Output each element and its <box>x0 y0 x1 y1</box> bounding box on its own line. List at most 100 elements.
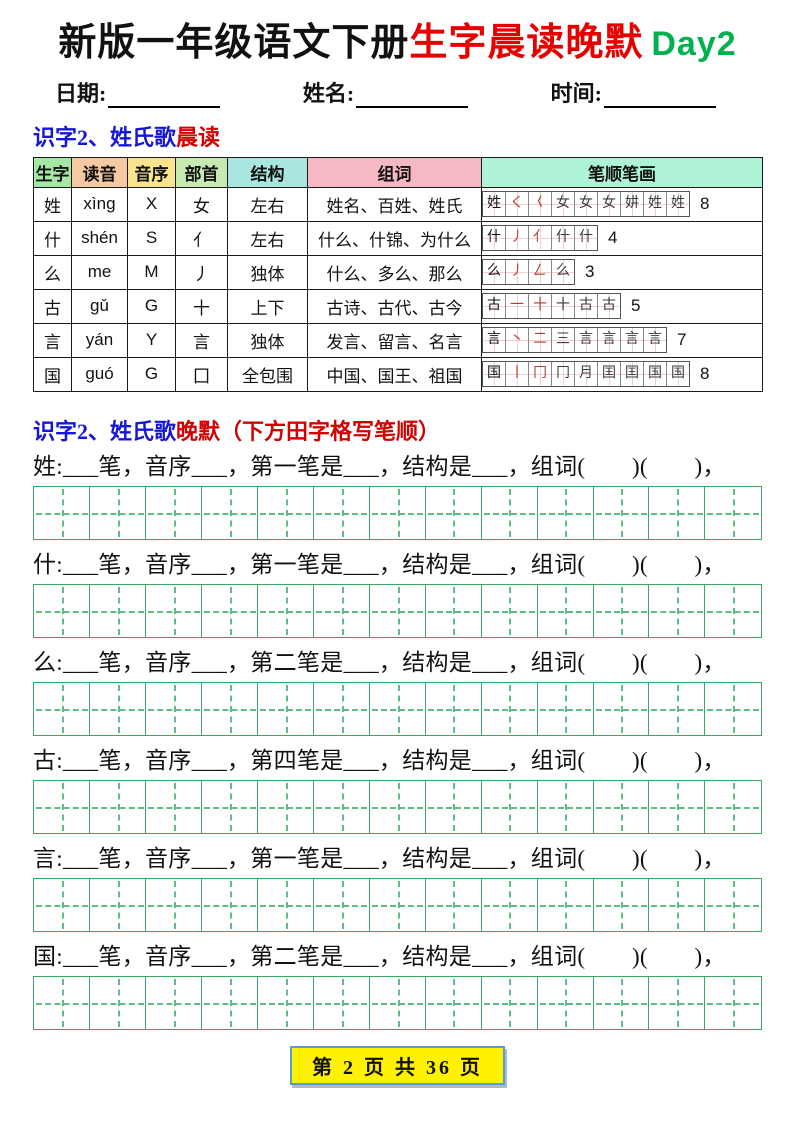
stroke-box: 国 <box>643 362 666 387</box>
tianzige-grid-row <box>33 485 763 540</box>
stroke-box: 古 <box>597 294 620 319</box>
stroke-box: 十 <box>528 294 551 319</box>
table-row: 姓 xìng X 女左右 姓名、百姓、姓氏姓く 𡿨 女女女妌姓姓 8 <box>33 186 763 222</box>
tianzige-cell <box>200 779 259 834</box>
tianzige-grid-row <box>33 583 763 638</box>
pinyin-cell: shén <box>71 220 128 256</box>
table-header-row: 生字 读音 音序 部首 结构 组词 笔顺笔画 <box>33 156 763 188</box>
structure-cell: 左右 <box>227 220 308 256</box>
section-morning-lesson: 识字2、姓氏歌 <box>33 124 177 150</box>
pinyin-cell: me <box>71 254 128 290</box>
worksheet-block: 么:___笔，音序___，第二笔是___，结构是___，组词( )( )， <box>33 647 763 736</box>
tianzige-cell <box>480 583 539 638</box>
pinyin-cell: guó <box>71 356 128 392</box>
section-evening-heading: 识字2、姓氏歌晚默（下方田字格写笔顺） <box>33 414 762 446</box>
initial-cell: M <box>127 254 176 290</box>
section-evening-mode: 晚默（下方田字格写笔顺） <box>176 418 441 444</box>
tianzige-cell <box>368 583 427 638</box>
stroke-order-strip: 国丨冂冂月囯囯国国 <box>482 361 690 388</box>
words-cell: 发言、留言、名言 <box>307 322 482 358</box>
stroke-count: 4 <box>608 228 618 248</box>
section-morning-heading: 识字2、姓氏歌晨读 <box>33 120 762 152</box>
structure-cell: 上下 <box>227 288 308 324</box>
stroke-box: 丿 <box>505 260 528 285</box>
title-day-label: Day2 <box>651 25 737 63</box>
initial-cell: X <box>127 186 176 222</box>
stroke-box: 𠃋 <box>528 260 551 285</box>
tianzige-cell <box>424 485 483 540</box>
initial-cell: Y <box>127 322 176 358</box>
structure-cell: 全包围 <box>227 356 308 392</box>
tianzige-cell <box>648 975 707 1030</box>
grapheme-cell: 言 <box>33 322 72 358</box>
tianzige-cell <box>480 779 539 834</box>
table-row: 国 guó G 囗全包围 中国、国王、祖国国丨冂冂月囯囯国国 8 <box>33 356 763 392</box>
words-cell: 中国、国王、祖国 <box>307 356 482 392</box>
radical-cell: 丿 <box>175 254 228 290</box>
tianzige-cell <box>704 975 763 1030</box>
date-label: 日期: <box>55 80 107 106</box>
tianzige-cell <box>592 681 651 736</box>
tianzige-cell <box>33 583 91 638</box>
tianzige-cell <box>256 583 315 638</box>
tianzige-cell <box>200 681 259 736</box>
tianzige-cell <box>144 681 203 736</box>
words-cell: 什么、多么、那么 <box>307 254 482 290</box>
stroke-box: 亻 <box>528 226 551 251</box>
page-title: 新版一年级语文下册生字晨读晚默 Day2 <box>33 22 762 66</box>
tianzige-cell <box>424 681 483 736</box>
tianzige-cell <box>312 583 371 638</box>
stroke-box: く <box>505 192 528 217</box>
stroke-count: 3 <box>585 262 595 282</box>
worksheet-prompt-line: 国:___笔，音序___，第二笔是___，结构是___，组词( )( )， <box>33 943 726 969</box>
worksheet-prompt-line: 么:___笔，音序___，第二笔是___，结构是___，组词( )( )， <box>33 649 726 675</box>
tianzige-cell <box>704 877 763 932</box>
tianzige-cell <box>424 877 483 932</box>
structure-cell: 左右 <box>227 186 308 222</box>
tianzige-cell <box>592 485 651 540</box>
stroke-box: 言 <box>574 328 597 353</box>
tianzige-cell <box>33 877 91 932</box>
tianzige-cell <box>312 779 371 834</box>
tianzige-grid-row <box>33 877 763 932</box>
structure-cell: 独体 <box>227 254 308 290</box>
column-header: 生字 <box>33 156 72 188</box>
stroke-box: 国 <box>666 362 689 387</box>
tianzige-cell <box>256 975 315 1030</box>
worksheet-prompt-line: 古:___笔，音序___，第四笔是___，结构是___，组词( )( )， <box>33 747 726 773</box>
tianzige-cell <box>592 583 651 638</box>
tianzige-cell <box>480 681 539 736</box>
stroke-box: 女 <box>551 192 574 217</box>
stroke-box: 国 <box>483 362 505 387</box>
time-field: 时间: <box>551 76 716 108</box>
stroke-box: 言 <box>597 328 620 353</box>
stroke-box: 么 <box>551 260 574 285</box>
stroke-box: 三 <box>551 328 574 353</box>
radical-cell: 囗 <box>175 356 228 392</box>
tianzige-cell <box>200 877 259 932</box>
worksheet-block: 古:___笔，音序___，第四笔是___，结构是___，组词( )( )， <box>33 745 763 834</box>
tianzige-cell <box>144 485 203 540</box>
section-morning-mode: 晨读 <box>176 124 221 150</box>
stroke-box: 十 <box>551 294 574 319</box>
tianzige-cell <box>200 485 259 540</box>
grapheme-cell: 么 <box>33 254 72 290</box>
worksheet-block: 姓:___笔，音序___，第一笔是___，结构是___，组词( )( )， <box>33 451 763 540</box>
tianzige-cell <box>536 779 595 834</box>
name-label: 姓名: <box>302 80 355 106</box>
footer: 第 2 页 共 36 页 <box>33 1045 762 1085</box>
tianzige-cell <box>88 583 147 638</box>
time-blank-line <box>603 82 716 108</box>
time-label: 时间: <box>550 80 602 106</box>
tianzige-cell <box>312 975 371 1030</box>
stroke-box: 古 <box>483 294 505 319</box>
worksheet-prompt-line: 姓:___笔，音序___，第一笔是___，结构是___，组词( )( )， <box>33 453 726 479</box>
stroke-box: 姓 <box>483 192 505 217</box>
tianzige-cell <box>368 485 427 540</box>
